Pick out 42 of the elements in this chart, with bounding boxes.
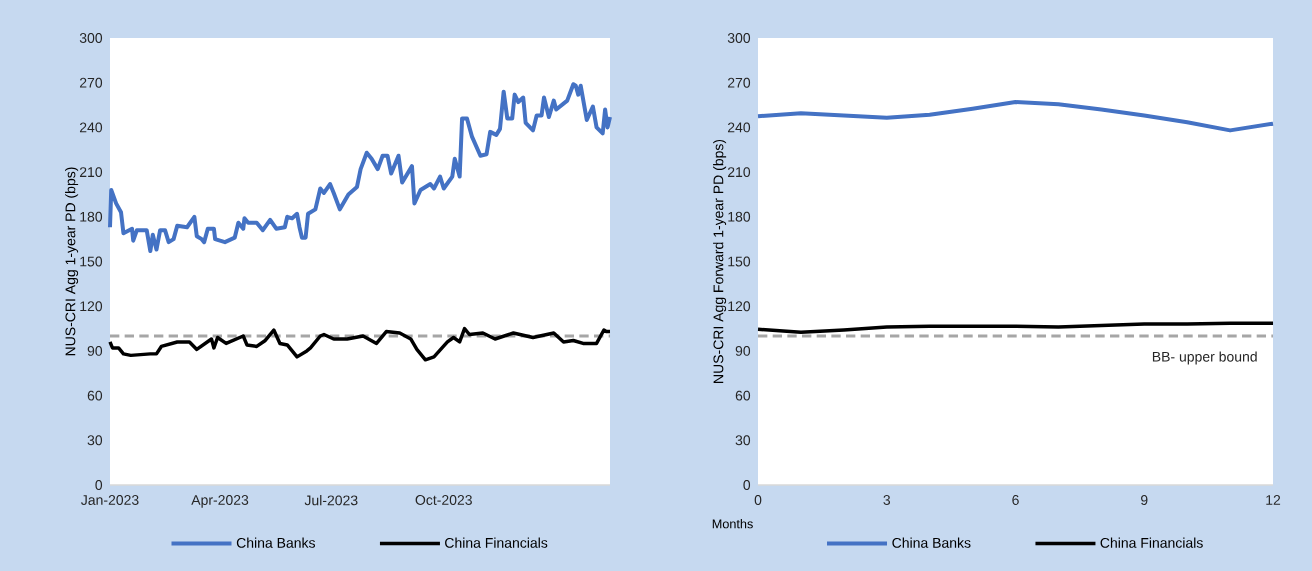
y-tick-label: 300: [727, 33, 751, 43]
y-tick-label: 0: [95, 480, 103, 490]
x-tick-label: 0: [754, 495, 762, 505]
y-tick-label: 90: [87, 345, 103, 356]
y-tick-label: 210: [727, 167, 751, 178]
y-axis-title: NUS-CRI Agg Forward 1-year PD (bps): [713, 139, 727, 383]
y-tick-label: 240: [727, 122, 751, 133]
legend-label: China Financials: [1100, 537, 1203, 548]
x-axis-title: Months: [712, 519, 753, 529]
x-tick-label: Oct-2023: [415, 495, 472, 505]
ref-line-label: BB- upper bound: [1152, 351, 1257, 365]
line-series: [756, 100, 1276, 133]
y-tick-label: 240: [79, 122, 103, 133]
y-tick-label: 120: [80, 301, 103, 312]
x-tick-label: 3: [883, 495, 891, 505]
legend-label: China Financials: [445, 537, 548, 548]
y-tick-label: 210: [79, 167, 103, 178]
legend-label: China Banks: [892, 537, 971, 548]
y-tick-label: 150: [728, 256, 751, 267]
x-tick-label: Jan-2023: [81, 495, 139, 505]
legend-label: China Banks: [236, 537, 315, 548]
y-tick-label: 30: [87, 435, 103, 446]
line-series: [108, 326, 612, 362]
y-tick-label: 0: [743, 480, 751, 490]
y-tick-label: 270: [79, 77, 103, 88]
x-tick-label: Jul-2023: [304, 495, 358, 506]
line-series: [108, 82, 613, 254]
y-tick-label: 300: [79, 33, 103, 43]
y-tick-label: 90: [735, 345, 751, 356]
x-tick-label: 12: [1266, 495, 1281, 505]
x-tick-label: 6: [1012, 495, 1019, 505]
y-tick-label: 150: [80, 256, 103, 267]
y-tick-label: 30: [735, 435, 751, 446]
x-tick-label: Apr-2023: [191, 495, 249, 508]
y-axis-title: NUS-CRI Agg 1-year PD (bps): [65, 167, 79, 356]
y-tick-label: 60: [87, 390, 103, 401]
x-tick-label: 9: [1141, 495, 1148, 505]
y-tick-label: 270: [727, 77, 751, 88]
y-tick-label: 60: [735, 390, 751, 401]
y-tick-label: 120: [728, 301, 751, 312]
y-tick-label: 180: [80, 211, 103, 222]
y-tick-label: 180: [728, 211, 751, 222]
